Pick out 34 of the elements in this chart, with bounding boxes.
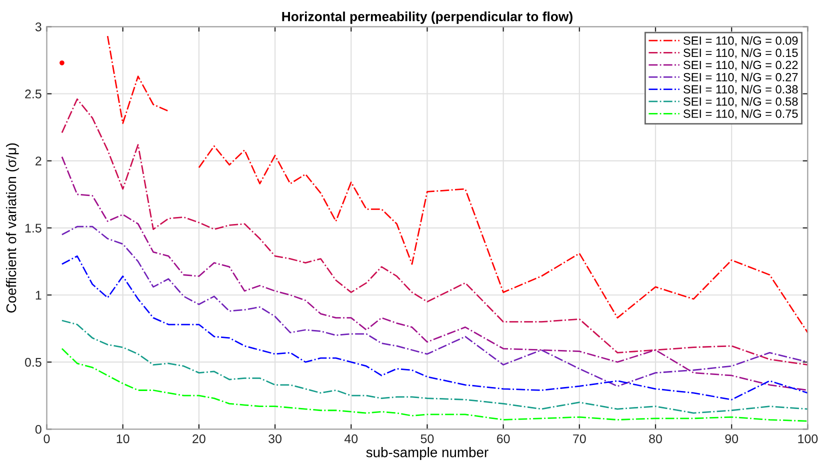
legend-label: SEI = 110, N/G = 0.22 xyxy=(684,60,798,71)
x-tick-label: 30 xyxy=(268,434,282,444)
x-tick-label: 80 xyxy=(649,434,662,444)
y-tick-label: 2.5 xyxy=(25,90,42,98)
line-series xyxy=(61,156,808,391)
legend-label: SEI = 110, N/G = 0.15 xyxy=(684,48,798,58)
line-series xyxy=(61,348,808,422)
legend-label: SEI = 110, N/G = 0.09 xyxy=(684,36,798,46)
line-series xyxy=(61,226,808,387)
x-tick-label: 70 xyxy=(573,434,586,444)
y-tick-label: 0 xyxy=(35,424,42,434)
x-tick-label: 60 xyxy=(497,434,510,444)
x-axis-title: sub-sample number xyxy=(366,447,488,460)
x-tick-label: 10 xyxy=(116,434,130,444)
x-tick-label: 40 xyxy=(344,434,358,444)
y-tick-label: 1 xyxy=(36,290,42,300)
y-tick-label: 3 xyxy=(35,22,42,32)
line-series xyxy=(61,98,808,366)
x-tick-label: 50 xyxy=(420,434,434,444)
x-tick-label: 100 xyxy=(798,434,818,444)
y-tick-label: 2 xyxy=(36,156,42,166)
legend-label: SEI = 110, N/G = 0.75 xyxy=(684,109,798,120)
y-tick-label: 0.5 xyxy=(24,358,42,367)
chart-title: Horizontal permeability (perpendicular to flow) xyxy=(282,12,572,24)
x-tick-label: 90 xyxy=(725,434,738,444)
y-tick-label: 1.5 xyxy=(25,224,42,233)
legend-label: SEI = 110, N/G = 0.27 xyxy=(684,72,798,83)
x-tick-label: 20 xyxy=(192,434,206,444)
x-tick-label: 0 xyxy=(44,434,50,444)
y-axis-title: Coefficient of variation (σ/μ) xyxy=(6,143,19,313)
legend-label: SEI = 110, N/G = 0.58 xyxy=(684,97,798,108)
line-series xyxy=(61,320,808,414)
legend-label: SEI = 110, N/G = 0.38 xyxy=(684,84,798,95)
line-series xyxy=(61,255,808,400)
